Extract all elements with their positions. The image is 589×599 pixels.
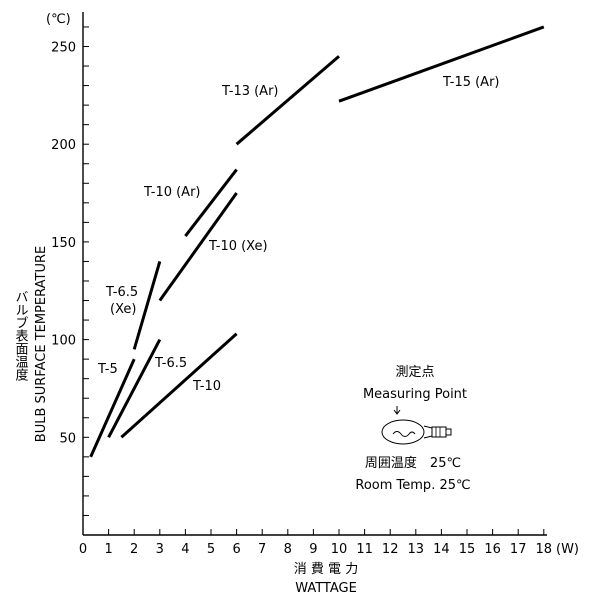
x-tick-label: 12 xyxy=(382,542,399,557)
series-line-t-5 xyxy=(89,358,136,458)
x-tick-label: 1 xyxy=(104,542,112,557)
y-tick-label: 50 xyxy=(59,431,76,446)
x-tick-label: 10 xyxy=(331,542,348,557)
series-label-t13ar: T-13 (Ar) xyxy=(221,84,279,99)
x-tick-label: 17 xyxy=(510,542,527,557)
y-unit-label: (℃) xyxy=(46,12,71,27)
y-tick-label: 200 xyxy=(51,138,76,153)
series-line-t-10-ar xyxy=(184,168,238,237)
series-label-t65xe-2: (Xe) xyxy=(110,302,136,317)
x-tick-label: 15 xyxy=(459,542,476,557)
x-tick-label: 4 xyxy=(181,542,189,557)
series-label-t15ar: T-15 (Ar) xyxy=(442,75,500,90)
measuring-point-jp: 測定点 xyxy=(395,365,434,380)
series-line-t-6-5 xyxy=(107,338,162,438)
x-axis-title: WATTAGE xyxy=(295,581,357,596)
series-lines xyxy=(89,25,545,458)
x-ticks: 0 1 2 3 4 5 6 7 8 9 10 11 12 13 14 15 16 17 18 xyxy=(79,529,552,557)
x-tick-label: 7 xyxy=(258,542,266,557)
x-tick-label: 0 xyxy=(79,542,87,557)
series-label-t5: T-5 xyxy=(97,362,118,377)
x-axis-title-jp: 消 費 電 力 xyxy=(294,562,358,577)
y-tick-label: 250 xyxy=(51,41,76,56)
ambient-temp-jp: 周囲温度 25℃ xyxy=(365,455,461,471)
x-tick-label: 16 xyxy=(484,542,501,557)
x-tick-label: 3 xyxy=(156,542,164,557)
x-tick-label: 13 xyxy=(408,542,425,557)
y-axis-title: BULB SURFACE TEMPERATURE xyxy=(34,246,49,442)
x-tick-label: 11 xyxy=(356,542,373,557)
series-label-t10ar: T-10 (Ar) xyxy=(143,185,201,200)
series-label-t10: T-10 xyxy=(192,379,221,394)
series-line-t-6-5-xe xyxy=(132,261,162,350)
measuring-point-en: Measuring Point xyxy=(363,387,467,402)
series-label-t65xe-1: T-6.5 xyxy=(105,285,138,300)
series-line-t-10 xyxy=(120,332,238,439)
x-unit-label: (W) xyxy=(556,542,579,557)
x-tick-label: 5 xyxy=(207,542,215,557)
y-axis-title-jp: バルブ表面温度 xyxy=(13,290,29,381)
series-line-t-15-ar xyxy=(338,25,545,103)
bulb-icon xyxy=(381,406,452,445)
series-label-t10xe: T-10 (Xe) xyxy=(208,239,268,254)
x-tick-label: 8 xyxy=(284,542,292,557)
y-ticks: 50 100 150 200 250 xyxy=(51,26,89,516)
x-tick-label: 14 xyxy=(433,542,450,557)
x-tick-label: 18 xyxy=(536,542,553,557)
y-tick-label: 100 xyxy=(51,334,76,349)
x-tick-label: 2 xyxy=(130,542,138,557)
ambient-temp-en: Room Temp. 25℃ xyxy=(355,478,470,493)
series-line-t-10-xe xyxy=(158,192,238,302)
series-label-t65: T-6.5 xyxy=(154,356,187,371)
x-tick-label: 6 xyxy=(232,542,240,557)
x-tick-label: 9 xyxy=(309,542,317,557)
series-line-t-13-ar xyxy=(235,55,340,146)
y-tick-label: 150 xyxy=(51,236,76,251)
